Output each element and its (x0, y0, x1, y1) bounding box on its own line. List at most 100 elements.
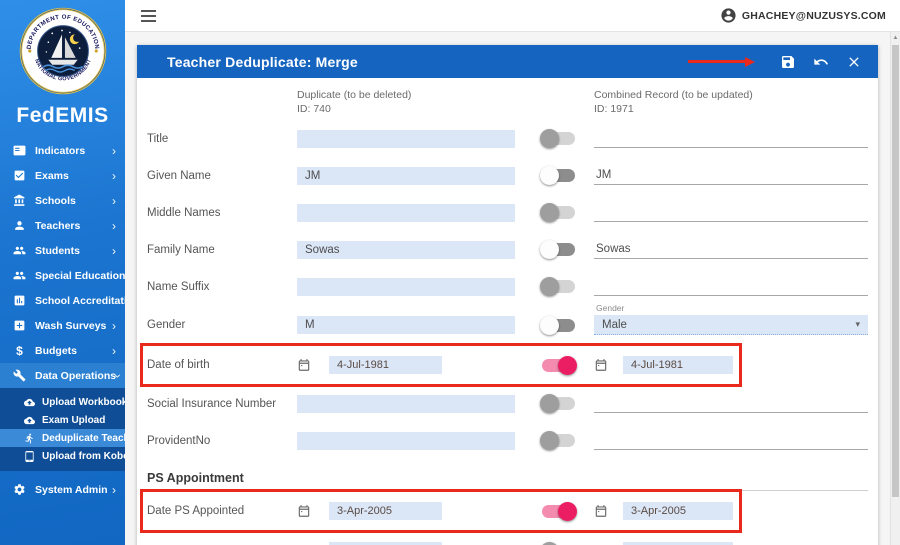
combined-provident-no-field[interactable] (594, 432, 868, 450)
calendar-icon[interactable] (297, 358, 311, 372)
scrollbar-thumb[interactable] (892, 45, 899, 497)
combined-given-name-field[interactable]: JM (594, 167, 868, 185)
provident-no-merge-toggle[interactable] (539, 431, 575, 450)
section-heading-ps-appointment: PS Appointment (147, 465, 868, 491)
main-area: GHACHEY@NUZUSYS.COM Teacher Deduplicate:… (125, 0, 900, 545)
given-name-merge-toggle[interactable] (539, 166, 575, 185)
wrench-icon (13, 369, 26, 382)
sidebar-item-school-accreditations[interactable]: School Accreditations › (0, 288, 125, 313)
sidebar-item-wash-surveys[interactable]: Wash Surveys › (0, 313, 125, 338)
social-insurance-merge-toggle[interactable] (539, 394, 575, 413)
top-bar: GHACHEY@NUZUSYS.COM (125, 0, 900, 32)
combined-title-field[interactable] (594, 130, 868, 148)
card-header: Teacher Deduplicate: Merge (137, 45, 878, 78)
chevron-down-icon: › (111, 373, 125, 378)
duplicate-date-ps-appointed-input[interactable]: 3-Apr-2005 (329, 502, 442, 520)
column-headers: Duplicate (to be deleted) ID: 740 Combin… (137, 78, 878, 120)
duplicate-provident-no-input[interactable] (297, 431, 515, 450)
form-row-given-name: Given Name JM JM (137, 157, 878, 194)
sidebar-item-data-operations[interactable]: Data Operations › (0, 363, 125, 388)
sidebar-subitem-upload-from-kobo[interactable]: Upload from Kobo (0, 447, 125, 465)
calendar-icon[interactable] (297, 504, 311, 518)
combined-family-name-field[interactable]: Sowas (594, 241, 868, 259)
scrollbar-up-arrow[interactable]: ▲ (892, 35, 899, 41)
combined-social-insurance-field[interactable] (594, 395, 868, 413)
dollar-icon: $ (16, 343, 23, 358)
form-row-middle-names: Middle Names (137, 194, 878, 231)
title-merge-toggle[interactable] (539, 129, 575, 148)
chevron-right-icon: › (112, 143, 116, 158)
sidebar-item-indicators[interactable]: Indicators › (0, 138, 125, 163)
combined-name-suffix-field[interactable] (594, 278, 868, 296)
gender-select-label: Gender (596, 303, 625, 313)
dropdown-caret-icon: ▾ (855, 319, 860, 329)
duplicate-id: ID: 740 (297, 103, 331, 115)
chevron-right-icon: › (112, 168, 116, 183)
date-ps-appointed-merge-toggle[interactable] (541, 501, 577, 521)
sidebar-item-schools[interactable]: Schools › (0, 188, 125, 213)
sidebar-subitem-deduplicate-teachers[interactable]: Deduplicate Teachers (0, 429, 125, 447)
sidebar-item-system-admin[interactable]: System Admin › (0, 477, 125, 502)
cloud-upload-icon (24, 397, 35, 408)
bar-chart-icon (13, 294, 26, 307)
data-operations-submenu: Upload Workbook Exam Upload Deduplicate … (0, 388, 125, 471)
form-row-provident-no: ProvidentNo (137, 422, 878, 459)
sidebar-subitem-exam-upload[interactable]: Exam Upload (0, 411, 125, 429)
duplicate-date-ps-closed-input[interactable] (329, 542, 442, 545)
brand-title: FedEMIS (16, 104, 109, 127)
duplicate-social-insurance-input[interactable] (297, 394, 515, 413)
duplicate-name-suffix-input[interactable] (297, 277, 515, 296)
sidebar-item-teachers[interactable]: Teachers › (0, 213, 125, 238)
user-email: GHACHEY@NUZUSYS.COM (741, 9, 886, 22)
tablet-icon (24, 451, 35, 462)
user-account-button[interactable]: GHACHEY@NUZUSYS.COM (720, 7, 886, 24)
sidebar-item-exams[interactable]: Exams › (0, 163, 125, 188)
name-suffix-merge-toggle[interactable] (539, 277, 575, 296)
save-icon[interactable] (780, 54, 796, 70)
combined-gender-select[interactable]: Male ▾ (594, 315, 868, 335)
combined-date-of-birth-input[interactable]: 4-Jul-1981 (623, 356, 733, 374)
vertical-scrollbar[interactable]: ▲ (890, 32, 900, 545)
person-icon (13, 219, 26, 232)
duplicate-gender-input[interactable]: M (297, 316, 515, 334)
form-row-gender: Gender M Gender Male ▾ (137, 303, 878, 345)
form-row-social-insurance: Social Insurance Number (137, 385, 878, 422)
form-row-date-ps-appointed: Date PS Appointed 3-Apr-2005 3-Apr-2005 (137, 489, 878, 533)
combined-id: ID: 1971 (594, 103, 634, 115)
calendar-icon[interactable] (594, 504, 608, 518)
plus-box-icon (13, 319, 26, 332)
date-of-birth-merge-toggle[interactable] (541, 355, 577, 375)
building-icon (13, 194, 26, 207)
content-area: Teacher Deduplicate: Merge Duplicate (to… (125, 32, 900, 545)
chevron-right-icon: › (112, 243, 116, 258)
running-person-icon (24, 433, 35, 444)
duplicate-title-input[interactable] (297, 129, 515, 148)
duplicate-date-of-birth-input[interactable]: 4-Jul-1981 (329, 356, 442, 374)
form-row-date-ps-closed: Date PS Closed (137, 531, 878, 545)
sidebar-item-special-education[interactable]: Special Education › (0, 263, 125, 288)
page-title: Teacher Deduplicate: Merge (167, 53, 358, 70)
combined-date-ps-closed-input[interactable] (623, 542, 733, 545)
middle-names-merge-toggle[interactable] (539, 203, 575, 222)
cloud-upload-icon (24, 415, 35, 426)
close-icon[interactable] (846, 54, 862, 70)
sidebar-item-students[interactable]: Students › (0, 238, 125, 263)
menu-icon[interactable] (141, 9, 156, 22)
combined-middle-names-field[interactable] (594, 204, 868, 222)
calendar-icon[interactable] (594, 358, 608, 372)
chevron-right-icon: › (112, 193, 116, 208)
duplicate-middle-names-input[interactable] (297, 203, 515, 222)
chevron-right-icon: › (112, 318, 116, 333)
avatar-icon (720, 7, 737, 24)
sidebar-item-budgets[interactable]: $ Budgets › (0, 338, 125, 363)
sidebar-subitem-upload-workbook[interactable]: Upload Workbook (0, 393, 125, 411)
combined-date-ps-appointed-input[interactable]: 3-Apr-2005 (623, 502, 733, 520)
people-icon (13, 269, 26, 282)
duplicate-given-name-input[interactable]: JM (297, 166, 515, 185)
merge-card: Teacher Deduplicate: Merge Duplicate (to… (137, 45, 878, 545)
duplicate-family-name-input[interactable]: Sowas (297, 240, 515, 259)
gender-merge-toggle[interactable] (539, 315, 575, 335)
family-name-merge-toggle[interactable] (539, 240, 575, 259)
undo-icon[interactable] (813, 54, 829, 70)
